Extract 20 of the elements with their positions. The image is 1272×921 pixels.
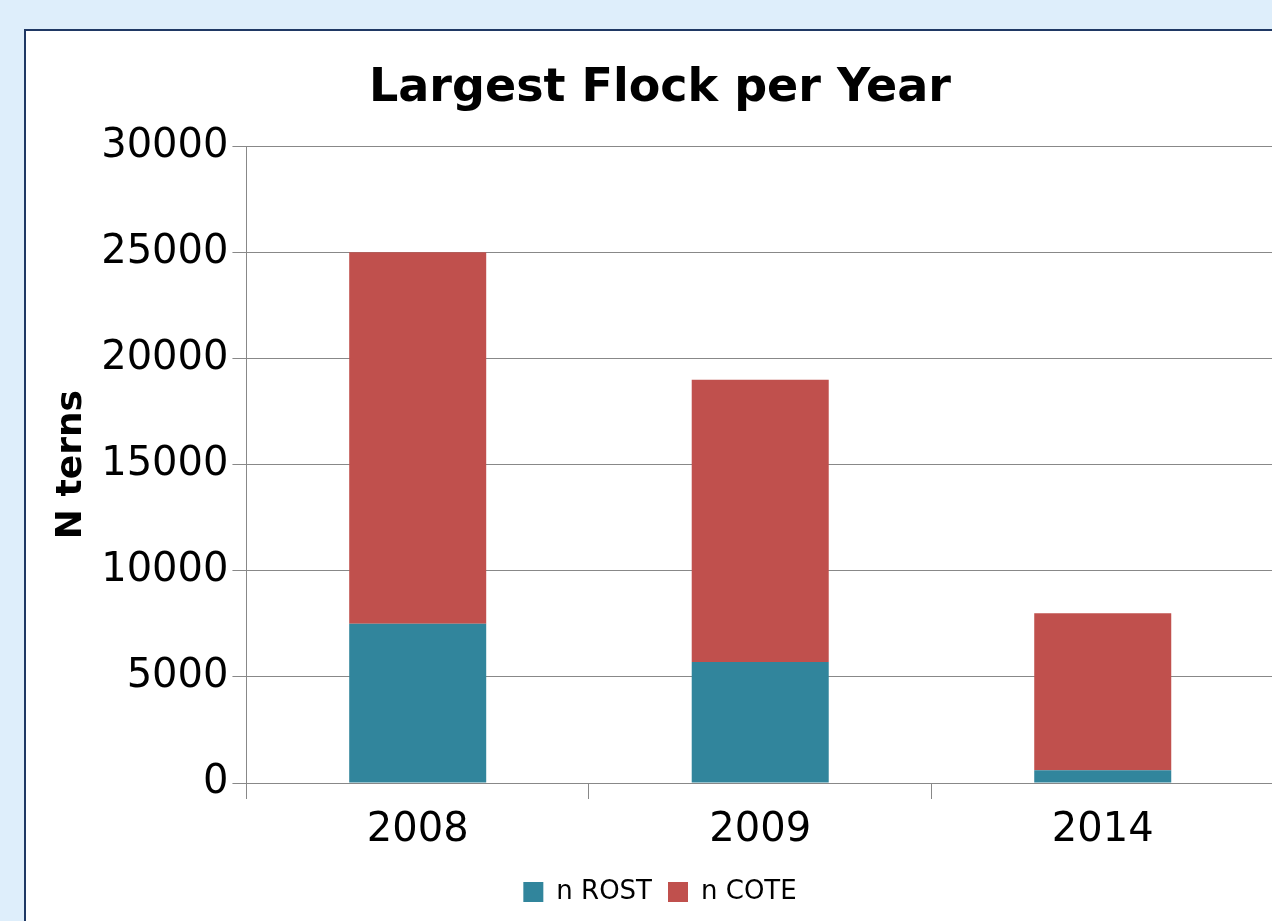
legend-label: n ROST: [556, 874, 653, 905]
legend-label: n COTE: [700, 874, 797, 905]
y-axis-title: N terns: [47, 390, 89, 540]
y-tick-label: 15000: [101, 437, 229, 484]
y-tick-label: 10000: [101, 544, 229, 591]
bar: [691, 662, 829, 783]
bar: [1034, 770, 1172, 783]
x-tick-label: 2014: [1051, 804, 1154, 851]
bar: [349, 623, 487, 783]
chart-title: Largest Flock per Year: [368, 57, 952, 112]
y-tick-label: 0: [202, 756, 229, 803]
bar: [349, 252, 487, 624]
bar: [691, 379, 829, 663]
x-tick-label: 2009: [709, 804, 812, 851]
y-tick-label: 5000: [126, 650, 229, 697]
x-tick-label: 2008: [366, 804, 469, 851]
bar: [1034, 613, 1172, 771]
y-tick-label: 25000: [101, 225, 229, 272]
y-tick-label: 20000: [101, 331, 229, 378]
y-tick-label: 30000: [101, 119, 229, 166]
